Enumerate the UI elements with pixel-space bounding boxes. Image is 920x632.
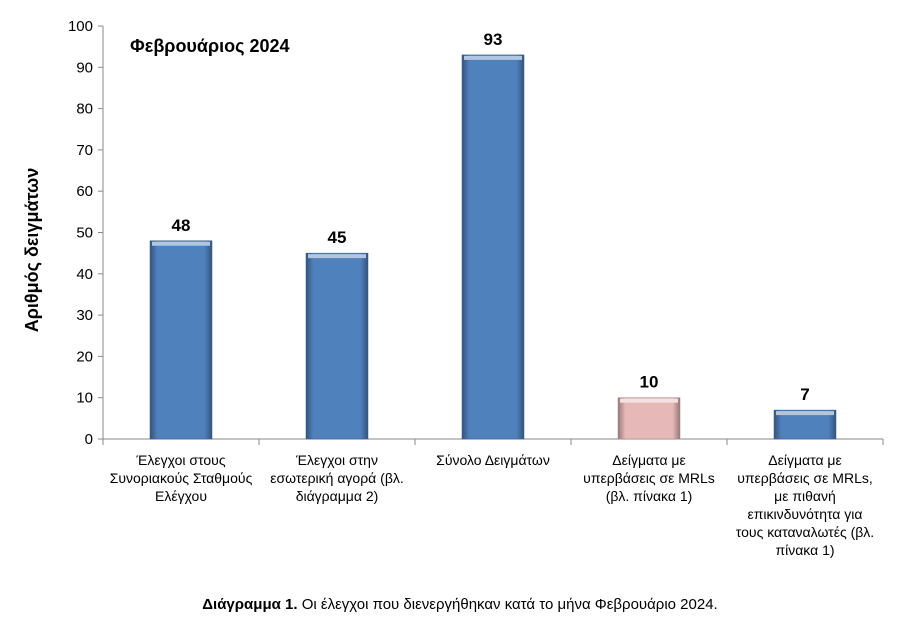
y-tick-label: 10	[76, 390, 93, 407]
caption-label: Διάγραμμα 1.	[202, 596, 298, 613]
y-tick-label: 60	[76, 183, 93, 200]
bar	[461, 54, 525, 440]
bar-highlight	[776, 411, 834, 416]
data-label: 7	[800, 385, 809, 404]
x-tick-label: Σύνολο Δειγμάτων	[436, 452, 550, 468]
data-label: 10	[640, 373, 659, 392]
bar-highlight	[464, 55, 522, 60]
bar	[305, 252, 369, 440]
figure-caption: Διάγραμμα 1. Οι έλεγχοι που διενεργήθηκα…	[0, 596, 920, 613]
bar	[149, 240, 213, 440]
y-tick-label: 40	[76, 266, 93, 283]
y-tick-label: 90	[76, 59, 93, 76]
y-axis-title: Αριθμός δειγμάτων	[22, 168, 42, 333]
y-tick-label: 20	[76, 348, 93, 365]
bar	[617, 397, 681, 440]
y-tick-label: 80	[76, 101, 93, 118]
x-tick-label: Δείγματα με υπερβάσεις σε MRLs, με πιθαν…	[735, 452, 875, 558]
chart-title: Φεβρουάριος 2024	[130, 36, 290, 56]
x-tick-label: Έλεγχοι στην εσωτερική αγορά (βλ. διάγρα…	[270, 452, 404, 504]
bar-chart: 0 10 20 30 40 50 60 70 80 90 100 48 45 93 10 7 Φεβρουά…	[22, 18, 884, 448]
x-tick-label: Έλεγχοι στους Συνοριακούς Σταθμούς Ελέγχ…	[109, 452, 253, 504]
y-tick-label: 0	[85, 431, 93, 448]
bar-highlight	[308, 254, 366, 259]
caption-text: Οι έλεγχοι που διενεργήθηκαν κατά το μήν…	[297, 596, 718, 613]
data-label: 93	[484, 30, 503, 49]
y-tick-label: 50	[76, 225, 93, 242]
data-label: 45	[328, 228, 347, 247]
bar-highlight	[152, 241, 210, 246]
y-tick-label: 70	[76, 142, 93, 159]
bar-highlight	[620, 398, 678, 403]
data-label: 48	[172, 216, 191, 235]
y-tick-label: 100	[68, 18, 93, 35]
y-tick-label: 30	[76, 307, 93, 324]
x-tick-label: Δείγματα με υπερβάσεις σε MRLs (βλ. πίνα…	[583, 452, 715, 504]
